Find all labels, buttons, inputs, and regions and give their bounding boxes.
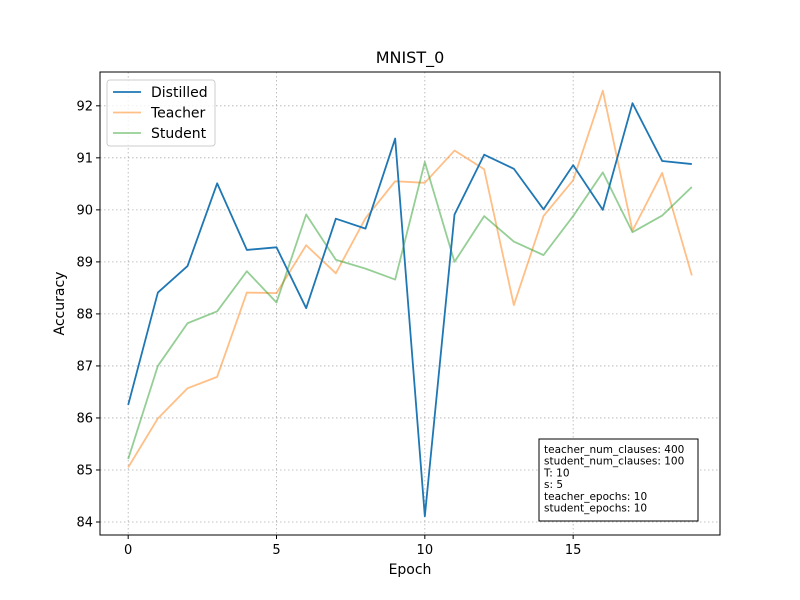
info-line: T: 10 (543, 467, 570, 479)
y-tick-label: 86 (76, 411, 93, 426)
axes-frame (99, 71, 721, 536)
legend-label-distilled: Distilled (151, 85, 208, 101)
info-line: s: 5 (544, 479, 563, 491)
legend-box (106, 79, 216, 147)
y-axis-label: Accuracy (52, 272, 68, 336)
legend-label-teacher: Teacher (150, 106, 206, 122)
x-tick-label: 5 (272, 543, 280, 558)
ticks: 0 5 10 15 84 85 86 87 88 89 90 91 92 (76, 99, 581, 558)
y-tick-label: 90 (76, 203, 93, 218)
y-tick-label: 84 (76, 515, 93, 530)
y-tick-label: 91 (76, 151, 93, 166)
x-tick-label: 15 (565, 543, 582, 558)
info-box: teacher_num_clauses: 400student_num_clau… (538, 438, 699, 522)
x-axis-label: Epoch (389, 562, 432, 578)
x-tick-label: 10 (417, 543, 434, 558)
series-line-distilled (127, 102, 692, 518)
info-line: student_epochs: 10 (544, 503, 647, 515)
info-line: student_num_clauses: 100 (544, 456, 684, 468)
y-tick-label: 85 (76, 463, 93, 478)
info-line: teacher_epochs: 10 (544, 491, 647, 503)
y-tick-label: 87 (76, 359, 93, 374)
legend-label-student: Student (151, 126, 207, 142)
y-tick-label: 89 (76, 255, 93, 270)
info-box-border (538, 438, 699, 522)
grid (100, 72, 720, 535)
x-tick-label: 0 (124, 543, 132, 558)
chart-title: MNIST_0 (376, 48, 445, 68)
plot-lines (127, 89, 693, 518)
legend: Distilled Teacher Student (106, 79, 216, 147)
y-tick-label: 88 (76, 307, 93, 322)
series-line-teacher (127, 89, 693, 468)
info-line: teacher_num_clauses: 400 (544, 444, 684, 456)
series-line-student (127, 161, 693, 460)
y-tick-label: 92 (76, 99, 93, 114)
